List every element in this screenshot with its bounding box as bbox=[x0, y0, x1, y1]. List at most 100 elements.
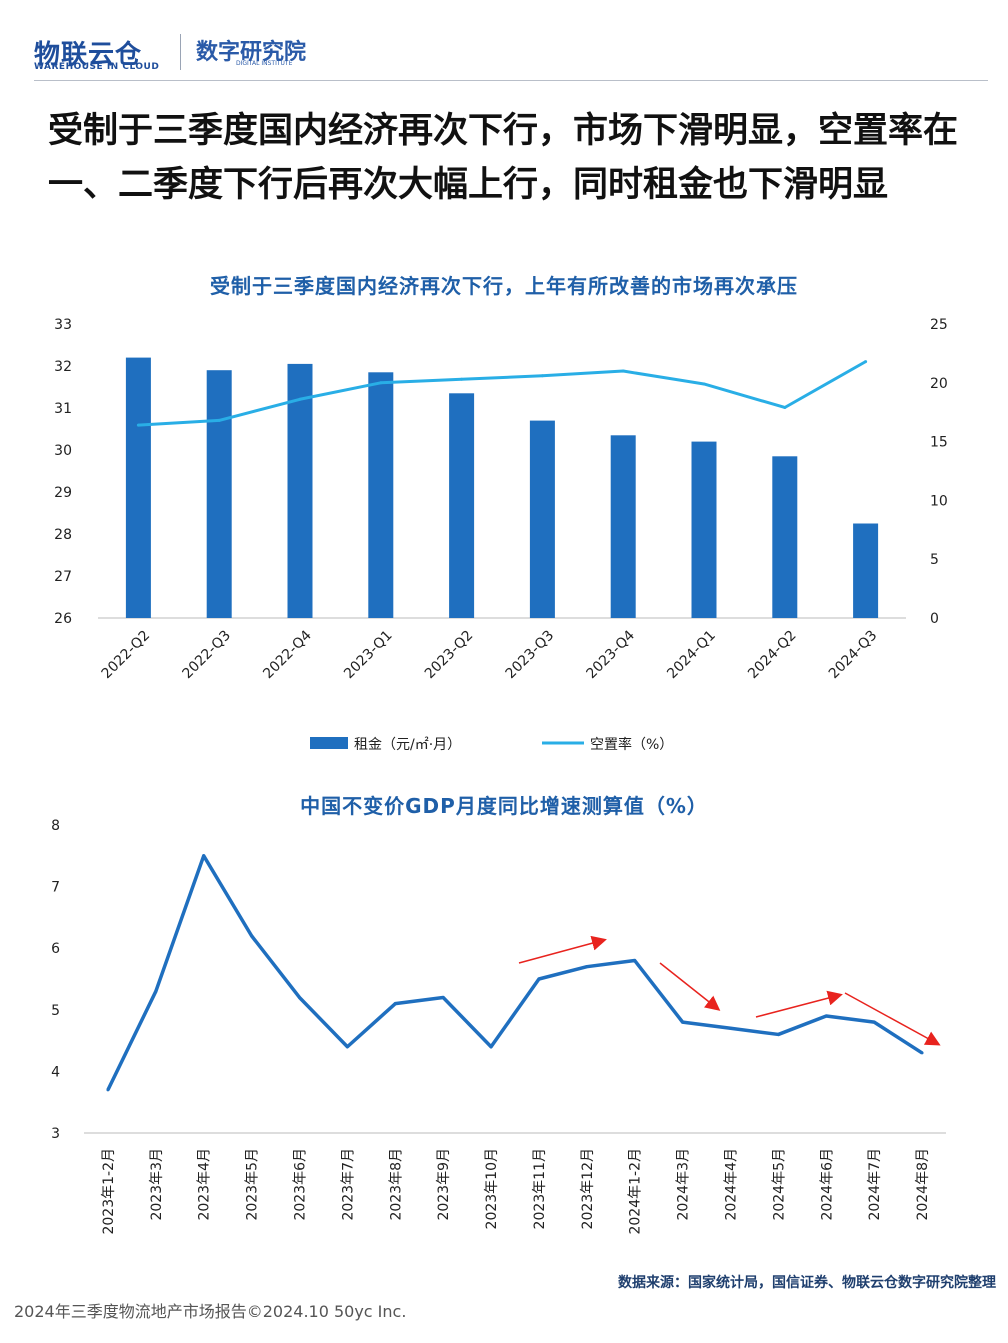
chart2-gdp-point bbox=[537, 977, 541, 981]
chart2-y-tick: 8 bbox=[51, 818, 60, 834]
chart2-gdp-point bbox=[585, 965, 589, 969]
chart2-gdp-point bbox=[250, 934, 254, 938]
chart1-left-tick: 33 bbox=[54, 317, 72, 333]
data-source: 数据来源：国家统计局，国信证券、物联云仓数字研究院整理 bbox=[618, 1275, 996, 1291]
chart2-x-tick: 2023年8月 bbox=[388, 1148, 404, 1221]
chart2-gdp-point bbox=[106, 1088, 110, 1092]
chart2-x-tick: 2023年11月 bbox=[532, 1148, 548, 1229]
chart2-gdp-point bbox=[489, 1045, 493, 1049]
chart2-x-tick: 2023年1-2月 bbox=[101, 1148, 117, 1235]
chart2-gdp-line bbox=[106, 854, 924, 1091]
chart2-y-tick: 6 bbox=[51, 941, 60, 957]
chart2-x-tick: 2023年10月 bbox=[484, 1148, 500, 1229]
chart1-left-tick: 28 bbox=[54, 527, 72, 543]
chart1-rent-bar bbox=[772, 456, 798, 618]
chart1-rent-bar bbox=[206, 370, 232, 618]
chart1-vacancy-point bbox=[460, 377, 464, 381]
chart1-vacancy-point bbox=[136, 423, 140, 427]
chart2-gdp-point bbox=[441, 995, 445, 999]
institute-logo-subtitle: DIGITAL INSTITUTE bbox=[236, 60, 293, 67]
chart1-legend-rent-label: 租金（元/㎡·月） bbox=[354, 737, 461, 753]
chart2-gdp-point bbox=[824, 1014, 828, 1018]
chart2-gdp-point bbox=[154, 989, 158, 993]
chart1-vacancy-point bbox=[783, 405, 787, 409]
chart1-vacancy-point bbox=[540, 374, 544, 378]
chart1-legend-rent-swatch bbox=[310, 737, 348, 749]
chart1-rent-bar bbox=[610, 435, 636, 618]
chart1-right-tick: 15 bbox=[930, 435, 948, 451]
chart1-vacancy-point bbox=[298, 397, 302, 401]
chart2-trend-arrow bbox=[755, 990, 843, 1018]
chart2-y-tick: 5 bbox=[51, 1003, 60, 1019]
chart1-rent-bar bbox=[125, 357, 151, 618]
chart2-gdp-point bbox=[298, 995, 301, 999]
chart1-vacancy-point bbox=[217, 418, 221, 422]
chart1-x-tick: 2023-Q2 bbox=[422, 628, 477, 683]
chart2-gdp-point bbox=[393, 1002, 397, 1006]
chart1-x-tick: 2022-Q3 bbox=[179, 628, 234, 683]
chart2-gdp-point bbox=[202, 854, 206, 858]
chart1-x-tick: 2022-Q2 bbox=[99, 628, 154, 683]
chart1-left-tick: 29 bbox=[54, 485, 72, 501]
chart1-rent-bar bbox=[368, 372, 394, 618]
header: 物联云仓 WAREHOUSE IN CLOUD 数字研究院 DIGITAL IN… bbox=[0, 0, 1008, 81]
institute-logo: 数字研究院 bbox=[196, 40, 307, 65]
chart2-x-tick: 2024年3月 bbox=[676, 1148, 692, 1221]
logo-divider bbox=[180, 34, 181, 70]
chart1-x-tick: 2022-Q4 bbox=[260, 627, 315, 682]
chart2-x-tick: 2023年4月 bbox=[197, 1148, 213, 1221]
page-title: 受制于三季度国内经济再次下行，市场下滑明显，空置率在一、二季度下行后再次大幅上行… bbox=[48, 111, 959, 205]
chart2-x-tick: 2023年12月 bbox=[580, 1148, 596, 1229]
chart2-x-tick: 2024年7月 bbox=[867, 1148, 883, 1221]
chart1-x-tick: 2024-Q1 bbox=[664, 628, 719, 683]
chart2-x-tick: 2023年3月 bbox=[149, 1148, 165, 1221]
chart2-x-tick: 2023年5月 bbox=[245, 1148, 261, 1221]
chart2-x-tick: 2024年4月 bbox=[724, 1148, 740, 1221]
chart1-right-tick: 0 bbox=[930, 611, 939, 627]
chart1-left-tick: 31 bbox=[54, 401, 72, 417]
chart2-title: 中国不变价GDP月度同比增速测算值（%） bbox=[300, 794, 708, 818]
chart2-trend-arrow bbox=[518, 935, 607, 964]
chart1-right-tick: 25 bbox=[930, 317, 948, 333]
chart1-rent-bar bbox=[529, 420, 555, 618]
brand-logo-subtitle: WAREHOUSE IN CLOUD bbox=[34, 62, 160, 72]
chart2-x-tick: 2024年8月 bbox=[915, 1148, 931, 1221]
chart2-x-tick: 2023年6月 bbox=[293, 1148, 309, 1221]
chart1-title: 受制于三季度国内经济再次下行，上年有所改善的市场再次承压 bbox=[210, 274, 798, 298]
chart1-rent-bar bbox=[449, 393, 475, 618]
chart1-rent-bar bbox=[853, 523, 879, 618]
chart1-left-tick: 27 bbox=[54, 569, 72, 585]
chart1-x-tick: 2023-Q3 bbox=[503, 628, 558, 683]
header-divider bbox=[34, 80, 988, 81]
chart1-vacancy-point bbox=[621, 369, 625, 373]
chart1-right-tick: 10 bbox=[930, 493, 948, 509]
chart2-y-tick: 4 bbox=[51, 1064, 60, 1080]
chart1-vacancy-point bbox=[379, 381, 383, 385]
chart2-y-tick: 3 bbox=[51, 1126, 60, 1142]
chart2-y-tick: 7 bbox=[51, 880, 60, 896]
chart2-x-tick: 2024年1-2月 bbox=[628, 1148, 644, 1235]
chart1-x-tick: 2024-Q2 bbox=[745, 628, 800, 683]
chart1-rent-bar bbox=[691, 441, 717, 618]
chart1-left-tick: 26 bbox=[54, 611, 72, 627]
chart1-vacancy-point bbox=[702, 382, 706, 386]
chart2-gdp-point bbox=[729, 1026, 732, 1030]
chart1-vacancy-line bbox=[138, 360, 867, 427]
footer-copyright: 2024年三季度物流地产市场报告©2024.10 50yc Inc. bbox=[14, 1302, 407, 1321]
chart2-x-tick: 2023年7月 bbox=[340, 1148, 356, 1221]
chart2-trend-arrow bbox=[844, 992, 941, 1046]
chart1-right-tick: 5 bbox=[930, 552, 939, 568]
chart1-left-tick: 30 bbox=[54, 443, 72, 459]
chart2-x-tick: 2024年5月 bbox=[771, 1148, 787, 1221]
chart2-gdp-point bbox=[681, 1020, 685, 1024]
brand-logo: 物联云仓 bbox=[34, 40, 143, 70]
chart1-legend-vacancy-label: 空置率（%） bbox=[590, 736, 673, 753]
chart2-x-tick: 2024年6月 bbox=[819, 1148, 835, 1221]
chart1-vacancy-point bbox=[864, 360, 868, 364]
chart1-right-tick: 20 bbox=[930, 376, 948, 392]
chart2-x-tick: 2023年9月 bbox=[436, 1148, 452, 1221]
chart2-gdp-point bbox=[345, 1045, 349, 1049]
chart1-x-tick: 2023-Q1 bbox=[341, 628, 396, 683]
chart1-x-tick: 2023-Q4 bbox=[583, 627, 638, 682]
